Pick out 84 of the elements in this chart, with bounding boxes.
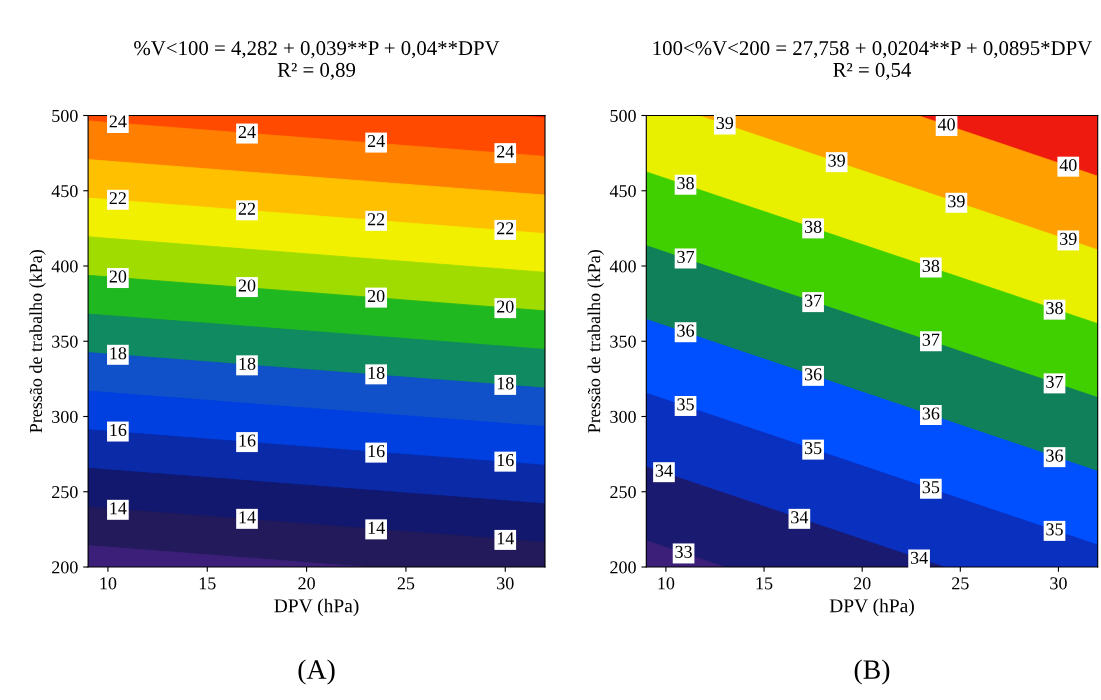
- annotation: 40: [937, 118, 955, 131]
- annotation: 34: [910, 551, 928, 564]
- y-tick-label: 200: [52, 561, 78, 574]
- annotation: 24: [238, 125, 256, 138]
- y-tick-label: 450: [609, 185, 636, 198]
- annotation: 36: [1046, 449, 1064, 462]
- annotation: 18: [497, 377, 514, 390]
- annotation: 16: [110, 423, 127, 437]
- annotation: 16: [239, 434, 256, 447]
- x-axis-title: DPV (hPa): [829, 598, 914, 617]
- annotation: 20: [238, 279, 256, 292]
- y-tick-label: 500: [610, 109, 636, 122]
- annotation: 16: [368, 445, 385, 458]
- chart-title: %V<100 = 4,282 + 0,039**P + 0,04**DPV: [134, 41, 500, 59]
- annotation: 24: [367, 134, 385, 147]
- y-tick-label: 200: [610, 561, 636, 574]
- annotation: 38: [677, 177, 694, 190]
- annotation: 18: [239, 357, 256, 370]
- annotation: 37: [677, 250, 695, 263]
- annotation: 35: [1046, 523, 1063, 536]
- annotation: 22: [367, 213, 385, 226]
- y-tick-label: 300: [52, 410, 78, 423]
- y-tick-label: 450: [51, 185, 78, 198]
- annotation: 39: [948, 195, 965, 208]
- annotation: 22: [497, 222, 514, 235]
- annotation: 37: [922, 333, 940, 346]
- x-tick-label: 30: [1050, 577, 1067, 590]
- y-tick-label: 300: [610, 410, 636, 423]
- y-tick-label: 500: [52, 109, 78, 122]
- y-tick-label: 250: [52, 486, 78, 499]
- annotation: 40: [1059, 159, 1077, 172]
- annotation: 36: [922, 407, 940, 420]
- y-tick-label: 400: [609, 260, 636, 273]
- annotation: 20: [367, 289, 385, 303]
- x-tick-label: 30: [497, 577, 514, 590]
- chart-subtitle: R² = 0,54: [833, 62, 912, 80]
- annotation: 37: [1046, 375, 1064, 388]
- annotation: 14: [368, 521, 385, 534]
- annotation: 14: [239, 511, 256, 524]
- y-axis-title: Pressão de trabalho (kPa): [29, 250, 46, 433]
- annotation: 20: [109, 270, 127, 283]
- annotation: 39: [828, 154, 845, 167]
- annotation: 38: [804, 220, 822, 233]
- y-tick-label: 250: [610, 486, 636, 499]
- annotation: 22: [238, 202, 256, 215]
- annotation: 39: [716, 116, 734, 130]
- x-tick-label: 10: [100, 577, 117, 590]
- x-tick-label: 20: [853, 577, 871, 590]
- x-tick-label: 25: [397, 577, 415, 590]
- annotation: 38: [922, 259, 940, 273]
- x-tick-label: 20: [298, 577, 315, 590]
- x-axis-title: DPV (hPa): [274, 598, 359, 617]
- annotation: 14: [497, 532, 515, 545]
- annotation: 20: [497, 300, 514, 313]
- annotation: 35: [677, 398, 694, 411]
- chart-subtitle: R² = 0,89: [277, 62, 356, 80]
- annotation: 24: [497, 145, 515, 158]
- annotation: 39: [1060, 232, 1077, 245]
- annotation: 18: [368, 366, 385, 379]
- annotation: 38: [1046, 301, 1063, 315]
- y-tick-label: 400: [51, 260, 78, 273]
- annotation: 35: [922, 481, 940, 494]
- x-tick-label: 15: [756, 577, 773, 590]
- x-tick-label: 10: [658, 577, 675, 590]
- text: (B): [854, 659, 890, 685]
- annotation: 36: [677, 324, 695, 337]
- text: (A): [298, 659, 335, 685]
- annotation: 33: [675, 545, 692, 558]
- annotation: 34: [791, 511, 809, 524]
- annotation: 22: [109, 192, 126, 205]
- annotation: 35: [804, 442, 822, 455]
- x-tick-label: 15: [199, 577, 216, 590]
- annotation: 18: [110, 347, 127, 360]
- annotation: 37: [804, 294, 822, 307]
- annotation: 16: [497, 454, 514, 467]
- y-tick-label: 350: [52, 335, 78, 348]
- annotation: 24: [109, 115, 127, 128]
- annotation: 14: [110, 502, 127, 515]
- annotation: 36: [804, 368, 822, 381]
- y-axis-title: Pressão de trabalho (kPa): [587, 250, 604, 433]
- x-tick-label: 25: [952, 577, 969, 590]
- annotation: 34: [655, 464, 673, 477]
- chart-title: 100<%V<200 = 27,758 + 0,0204**P + 0,0895*DPV: [653, 41, 1093, 59]
- y-tick-label: 350: [610, 335, 636, 348]
